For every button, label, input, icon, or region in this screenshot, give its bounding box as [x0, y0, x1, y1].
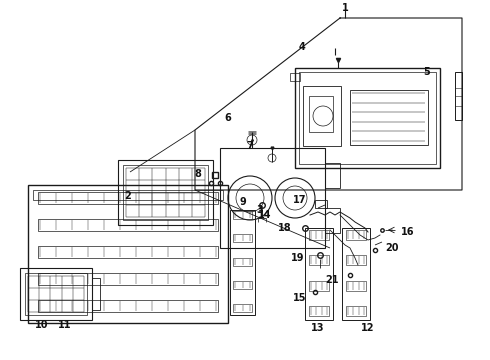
Bar: [315, 200, 327, 208]
Bar: [346, 255, 366, 265]
Bar: [346, 306, 366, 316]
Text: 18: 18: [278, 223, 292, 233]
Bar: [346, 230, 366, 240]
Bar: [233, 257, 252, 266]
Text: 14: 14: [258, 210, 272, 220]
Bar: [92, 278, 100, 310]
Bar: [309, 281, 329, 291]
Text: 11: 11: [58, 320, 72, 330]
Bar: [342, 228, 370, 320]
Text: 4: 4: [298, 42, 305, 52]
Bar: [309, 306, 329, 316]
Text: 10: 10: [35, 320, 49, 330]
Text: 7: 7: [246, 141, 253, 151]
Bar: [325, 208, 340, 233]
Bar: [28, 185, 228, 323]
Text: 15: 15: [293, 293, 307, 303]
Text: 9: 9: [240, 197, 246, 207]
Bar: [309, 230, 329, 240]
Bar: [233, 304, 252, 312]
Text: 6: 6: [224, 113, 231, 123]
Bar: [325, 163, 340, 188]
Text: 2: 2: [124, 191, 131, 201]
Text: 13: 13: [311, 323, 325, 333]
Text: 3: 3: [257, 205, 264, 215]
Bar: [295, 68, 440, 168]
Text: 12: 12: [361, 323, 375, 333]
Bar: [38, 273, 218, 285]
Bar: [309, 255, 329, 265]
Bar: [38, 219, 218, 231]
Text: 16: 16: [401, 227, 415, 237]
Bar: [303, 86, 341, 146]
Bar: [38, 192, 218, 204]
Text: 8: 8: [195, 169, 201, 179]
Bar: [123, 165, 208, 220]
Bar: [305, 228, 333, 320]
Bar: [233, 234, 252, 242]
Bar: [233, 211, 252, 219]
Text: 21: 21: [325, 275, 339, 285]
Bar: [33, 190, 223, 200]
Bar: [38, 246, 218, 258]
Bar: [350, 90, 428, 145]
Bar: [299, 72, 436, 164]
Bar: [346, 281, 366, 291]
Text: 19: 19: [291, 253, 305, 263]
Text: 17: 17: [293, 195, 307, 205]
Bar: [455, 72, 462, 120]
Bar: [25, 273, 87, 315]
Text: 20: 20: [385, 243, 399, 253]
Bar: [290, 73, 300, 81]
Text: 5: 5: [424, 67, 430, 77]
Bar: [20, 268, 92, 320]
Bar: [38, 300, 218, 312]
Bar: [233, 281, 252, 289]
Bar: [220, 148, 325, 248]
Bar: [309, 96, 333, 132]
Bar: [118, 160, 213, 225]
Bar: [230, 210, 255, 315]
Text: 1: 1: [342, 3, 348, 13]
